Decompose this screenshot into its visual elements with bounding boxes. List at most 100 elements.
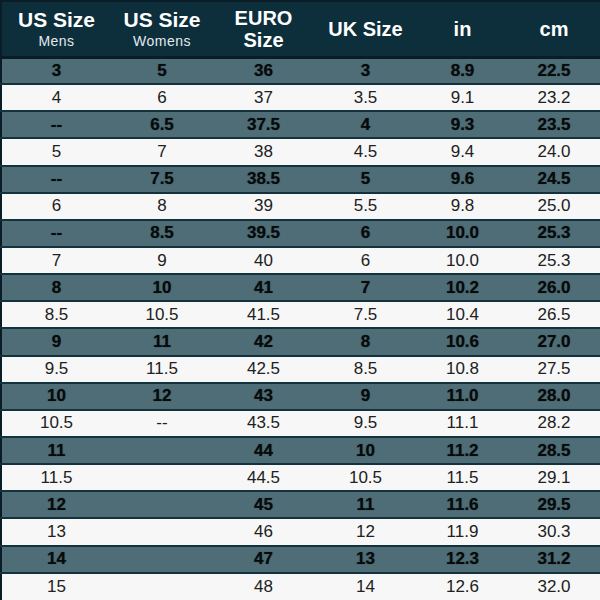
table-row: --6.537.549.323.5 <box>1 111 600 138</box>
table-cell: 11.5 <box>417 464 508 491</box>
table-row: --7.538.559.624.5 <box>1 166 600 193</box>
table-cell: 4 <box>1 84 111 111</box>
table-cell: 3 <box>314 57 417 84</box>
table-cell: 12.3 <box>417 546 508 573</box>
table-cell: 30.3 <box>508 518 600 545</box>
header-label: UK Size <box>314 18 417 40</box>
header-label: EURO Size <box>213 7 314 51</box>
table-cell: 27.5 <box>508 356 600 383</box>
table-cell: 8 <box>111 193 213 220</box>
table-cell: 9.1 <box>417 84 508 111</box>
table-cell: 4 <box>314 111 417 138</box>
table-cell: 6 <box>1 193 111 220</box>
table-cell: 8.5 <box>111 220 213 247</box>
table-cell: 7 <box>1 247 111 274</box>
table-cell: 15 <box>1 573 111 600</box>
table-cell: 5.5 <box>314 193 417 220</box>
table-cell <box>111 437 213 464</box>
table-cell: 43 <box>213 383 314 410</box>
table-cell: 47 <box>213 546 314 573</box>
table-cell: 39 <box>213 193 314 220</box>
table-cell: 11 <box>1 437 111 464</box>
table-cell: 9.4 <box>417 138 508 165</box>
header-centimeters: cm <box>508 1 600 57</box>
table-cell: 37.5 <box>213 111 314 138</box>
header-label: cm <box>508 18 600 40</box>
table-row: 15481412.632.0 <box>1 573 600 600</box>
table-cell: 26.5 <box>508 301 600 328</box>
table-cell: 14 <box>314 573 417 600</box>
header-label: in <box>417 18 508 40</box>
table-cell: 9 <box>1 328 111 355</box>
table-cell: 27.0 <box>508 328 600 355</box>
table-cell: 11.2 <box>417 437 508 464</box>
table-cell: 48 <box>213 573 314 600</box>
table-row: 11441011.228.5 <box>1 437 600 464</box>
table-cell: 8.9 <box>417 57 508 84</box>
table-body: 353638.922.546373.59.123.2--6.537.549.32… <box>1 57 600 600</box>
table-cell: 36 <box>213 57 314 84</box>
table-cell: 23.5 <box>508 111 600 138</box>
table-cell: 43.5 <box>213 410 314 437</box>
table-cell: 11.5 <box>1 464 111 491</box>
table-cell: 9.8 <box>417 193 508 220</box>
table-cell: 8.5 <box>314 356 417 383</box>
table-cell: 11 <box>111 328 213 355</box>
table-cell: 29.1 <box>508 464 600 491</box>
table-row: 13 461211.930.3 <box>1 518 600 545</box>
table-row: 46373.59.123.2 <box>1 84 600 111</box>
table-cell: 26.0 <box>508 274 600 301</box>
header-label: US Size <box>111 8 213 31</box>
table-cell <box>111 573 213 600</box>
table-cell: 12 <box>111 383 213 410</box>
table-cell: 32.0 <box>508 573 600 600</box>
table-cell: 24.0 <box>508 138 600 165</box>
table-cell <box>111 464 213 491</box>
table-cell: 13 <box>1 518 111 545</box>
table-cell: 3.5 <box>314 84 417 111</box>
table-cell: 10.5 <box>111 301 213 328</box>
table-cell: 6 <box>314 247 417 274</box>
table-cell: 39.5 <box>213 220 314 247</box>
table-cell: 7 <box>314 274 417 301</box>
table-cell: 7.5 <box>111 166 213 193</box>
table-cell: 28.5 <box>508 437 600 464</box>
table-cell: 12 <box>314 518 417 545</box>
table-cell: 22.5 <box>508 57 600 84</box>
table-cell: 10.5 <box>1 410 111 437</box>
table-cell: 11 <box>314 491 417 518</box>
table-cell: 41 <box>213 274 314 301</box>
header-sublabel: Womens <box>111 33 213 49</box>
table-cell: 25.3 <box>508 247 600 274</box>
table-cell: 10 <box>111 274 213 301</box>
header-us-size-mens: US Size Mens <box>1 1 111 57</box>
size-conversion-table: US Size Mens US Size Womens EURO Size UK… <box>0 0 600 600</box>
table-cell: 11.6 <box>417 491 508 518</box>
table-row: 353638.922.5 <box>1 57 600 84</box>
table-cell: 8.5 <box>1 301 111 328</box>
table-cell: 46 <box>213 518 314 545</box>
table-cell: 13 <box>314 546 417 573</box>
header-row: US Size Mens US Size Womens EURO Size UK… <box>1 1 600 57</box>
table-row: --8.539.5610.025.3 <box>1 220 600 247</box>
table-cell: 10.5 <box>314 464 417 491</box>
table-cell: 8 <box>1 274 111 301</box>
table-row: 12451111.629.5 <box>1 491 600 518</box>
table-cell: 10.2 <box>417 274 508 301</box>
table-cell: 9 <box>314 383 417 410</box>
table-cell: 38 <box>213 138 314 165</box>
table-cell: 24.5 <box>508 166 600 193</box>
table-cell: 11.9 <box>417 518 508 545</box>
table-cell: 38.5 <box>213 166 314 193</box>
table-cell: 41.5 <box>213 301 314 328</box>
table-cell: 12 <box>1 491 111 518</box>
table-cell: 6.5 <box>111 111 213 138</box>
table-row: 9.511.542.58.510.827.5 <box>1 356 600 383</box>
table-cell: 4.5 <box>314 138 417 165</box>
table-cell: -- <box>1 111 111 138</box>
table-cell <box>111 518 213 545</box>
table-cell: -- <box>111 410 213 437</box>
table-cell: 42.5 <box>213 356 314 383</box>
table-cell: 5 <box>111 57 213 84</box>
table-cell: 9.5 <box>314 410 417 437</box>
